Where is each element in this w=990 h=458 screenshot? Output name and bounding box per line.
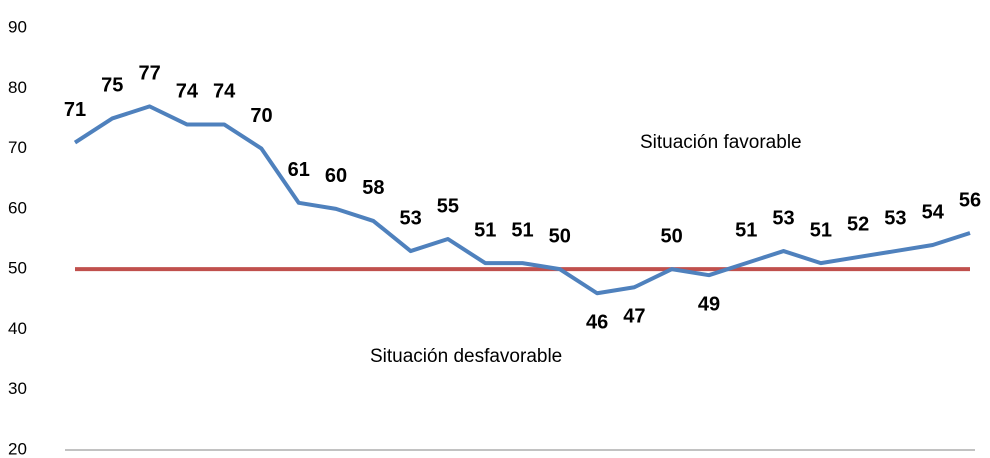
data-label: 53 — [772, 207, 794, 229]
y-tick-label: 60 — [8, 198, 27, 217]
data-label: 61 — [288, 159, 310, 181]
annotation: Situación desfavorable — [370, 346, 562, 367]
data-label: 77 — [138, 63, 160, 85]
y-tick-label: 70 — [8, 138, 27, 157]
y-tick-label: 40 — [8, 319, 27, 338]
data-label: 70 — [250, 105, 272, 127]
data-label: 47 — [623, 306, 645, 328]
y-tick-label: 50 — [8, 259, 27, 278]
data-label: 49 — [698, 293, 720, 315]
data-label: 75 — [101, 75, 123, 97]
data-label: 74 — [176, 81, 199, 103]
data-label: 51 — [511, 219, 533, 241]
data-label: 50 — [661, 225, 683, 247]
data-label: 51 — [474, 219, 496, 241]
y-tick-label: 20 — [8, 439, 27, 458]
y-tick-label: 80 — [8, 78, 27, 97]
series-line — [73, 104, 971, 296]
data-label: 51 — [735, 219, 757, 241]
data-label: 55 — [437, 195, 459, 217]
data-label: 52 — [847, 213, 869, 235]
data-label: 51 — [810, 219, 832, 241]
y-tick-label: 90 — [8, 17, 27, 36]
data-label: 50 — [549, 225, 571, 247]
data-label: 46 — [586, 312, 608, 334]
data-label: 54 — [922, 201, 945, 223]
annotation: Situación favorable — [640, 132, 802, 153]
data-label: 71 — [64, 99, 86, 121]
data-label: 74 — [213, 81, 236, 103]
data-label: 56 — [959, 189, 981, 211]
data-label: 58 — [362, 177, 384, 199]
y-tick-label: 30 — [8, 379, 27, 398]
data-label: 53 — [884, 207, 906, 229]
data-label: 60 — [325, 165, 347, 187]
data-label: 53 — [400, 207, 422, 229]
